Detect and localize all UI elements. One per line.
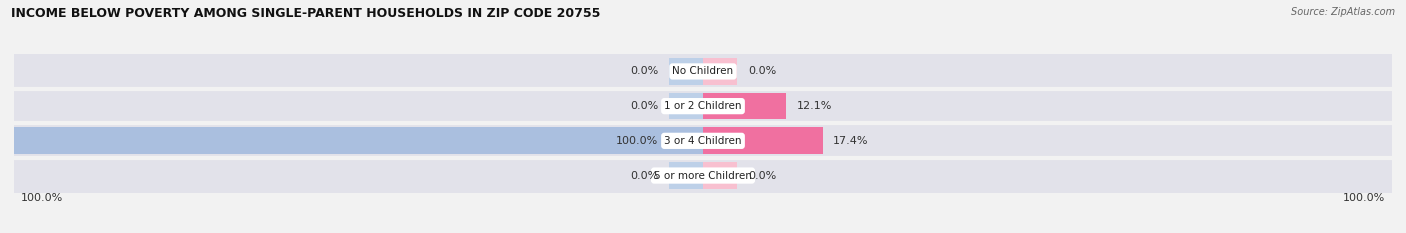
- Text: 100.0%: 100.0%: [1343, 193, 1385, 203]
- Text: 12.1%: 12.1%: [797, 101, 832, 111]
- Text: 0.0%: 0.0%: [748, 66, 776, 76]
- Text: 0.0%: 0.0%: [630, 66, 658, 76]
- Bar: [14, 89, 703, 124]
- Bar: [703, 58, 738, 85]
- Text: INCOME BELOW POVERTY AMONG SINGLE-PARENT HOUSEHOLDS IN ZIP CODE 20755: INCOME BELOW POVERTY AMONG SINGLE-PARENT…: [11, 7, 600, 20]
- Bar: [14, 127, 703, 154]
- Text: 0.0%: 0.0%: [748, 171, 776, 181]
- Text: 3 or 4 Children: 3 or 4 Children: [664, 136, 742, 146]
- Bar: [669, 93, 703, 120]
- Bar: [703, 158, 1392, 193]
- Bar: [703, 162, 738, 189]
- Bar: [703, 54, 1392, 89]
- Bar: [14, 123, 703, 158]
- Bar: [14, 54, 703, 89]
- Text: 1 or 2 Children: 1 or 2 Children: [664, 101, 742, 111]
- Bar: [703, 127, 823, 154]
- Text: 5 or more Children: 5 or more Children: [654, 171, 752, 181]
- Bar: [669, 58, 703, 85]
- Bar: [669, 162, 703, 189]
- Bar: [703, 93, 786, 120]
- Bar: [703, 123, 1392, 158]
- Text: 17.4%: 17.4%: [834, 136, 869, 146]
- Text: 100.0%: 100.0%: [616, 136, 658, 146]
- Text: Source: ZipAtlas.com: Source: ZipAtlas.com: [1291, 7, 1395, 17]
- Text: 100.0%: 100.0%: [21, 193, 63, 203]
- Bar: [703, 89, 1392, 124]
- Text: 0.0%: 0.0%: [630, 171, 658, 181]
- Text: No Children: No Children: [672, 66, 734, 76]
- Text: 0.0%: 0.0%: [630, 101, 658, 111]
- Bar: [14, 158, 703, 193]
